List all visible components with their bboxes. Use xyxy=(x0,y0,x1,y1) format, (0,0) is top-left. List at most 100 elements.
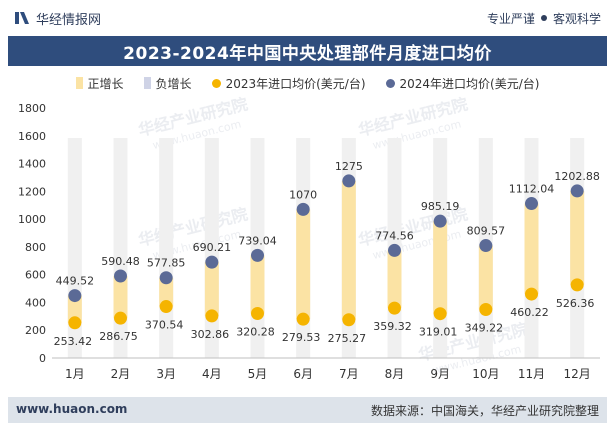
value-label-2023: 286.75 xyxy=(99,330,138,343)
y-tick-label: 1600 xyxy=(18,130,46,143)
point-2024 xyxy=(205,255,219,269)
point-2024 xyxy=(388,243,401,257)
value-label-2023: 370.54 xyxy=(145,319,184,332)
point-2024 xyxy=(159,271,173,285)
point-2023 xyxy=(251,307,264,321)
point-2023 xyxy=(114,311,127,325)
change-bar xyxy=(570,190,585,285)
legend-negative[interactable]: 负增长 xyxy=(143,75,192,92)
point-2023 xyxy=(68,316,82,330)
tag-right: 客观科学 xyxy=(552,11,601,26)
point-2023 xyxy=(479,302,493,316)
point-2023 xyxy=(296,312,310,326)
legend-2024[interactable]: 2024年进口均价(美元/台) xyxy=(385,75,540,92)
y-tick-label: 1000 xyxy=(18,213,46,226)
point-2024 xyxy=(433,214,447,228)
point-2023 xyxy=(570,278,584,292)
brand[interactable]: 华经情报网 xyxy=(14,8,101,28)
x-tick-label: 9月 xyxy=(430,367,450,381)
brand-name: 华经情报网 xyxy=(36,12,102,28)
legend-positive-swatch xyxy=(75,77,83,89)
y-tick-label: 800 xyxy=(25,241,46,254)
chart-title: 2023-2024年中国中央处理部件月度进口均价 xyxy=(123,43,492,64)
x-tick-label: 7月 xyxy=(339,367,359,381)
point-2023 xyxy=(433,307,447,321)
top-bar: 华经情报网 专业严谨 客观科学 xyxy=(0,0,615,36)
x-tick-label: 2月 xyxy=(111,367,131,381)
value-label-2024: 774.56 xyxy=(375,229,414,242)
change-bar xyxy=(524,203,539,295)
legend-2024-label: 2024年进口均价(美元/台) xyxy=(399,76,540,91)
x-tick-label: 3月 xyxy=(156,367,176,381)
x-tick-label: 8月 xyxy=(385,367,405,381)
change-bar xyxy=(204,262,219,316)
value-label-2023: 302.86 xyxy=(191,328,230,341)
x-tick-label: 5月 xyxy=(248,367,268,381)
huajing-logo-icon xyxy=(15,12,29,24)
legend-2024-swatch xyxy=(385,78,395,88)
x-tick-label: 11月 xyxy=(518,367,545,381)
change-bar xyxy=(296,209,311,320)
legend-2023[interactable]: 2023年进口均价(美元/台) xyxy=(211,75,366,92)
value-label-2023: 526.36 xyxy=(556,297,595,310)
value-label-2024: 590.48 xyxy=(101,255,140,268)
point-2024 xyxy=(114,269,127,283)
value-label-2023: 349.22 xyxy=(465,321,504,334)
chart-legend: 正增长 负增长 2023年进口均价(美元/台) 2024年进口均价(美元/台) xyxy=(0,72,615,94)
x-tick-label: 6月 xyxy=(293,367,313,381)
change-bar xyxy=(478,245,493,310)
value-label-2024: 1112.04 xyxy=(509,183,555,196)
value-label-2024: 1202.88 xyxy=(554,170,600,183)
point-2023 xyxy=(388,301,401,315)
y-tick-label: 400 xyxy=(25,296,46,309)
change-bar xyxy=(67,295,82,323)
value-label-2024: 1275 xyxy=(335,160,363,173)
point-2023 xyxy=(342,313,356,327)
legend-positive[interactable]: 正增长 xyxy=(75,75,124,92)
footer: www.huaon.com 数据来源：中国海关，华经产业研究院整理 xyxy=(8,397,607,423)
legend-2023-swatch xyxy=(211,78,221,88)
brand-tags: 专业严谨 客观科学 xyxy=(487,8,601,28)
tag-left: 专业严谨 xyxy=(486,11,535,26)
value-label-2023: 279.53 xyxy=(282,331,321,344)
point-2024 xyxy=(570,184,584,198)
change-bar xyxy=(387,250,402,309)
value-label-2024: 577.85 xyxy=(147,257,186,270)
legend-negative-swatch xyxy=(143,77,151,89)
legend-negative-label: 负增长 xyxy=(155,76,192,91)
y-tick-label: 1800 xyxy=(18,102,46,115)
y-tick-label: 0 xyxy=(39,352,46,365)
separator-dot-icon xyxy=(540,15,547,21)
value-label-2024: 809.57 xyxy=(467,225,506,238)
y-tick-label: 200 xyxy=(25,324,46,337)
footer-website[interactable]: www.huaon.com xyxy=(16,402,128,416)
legend-positive-label: 正增长 xyxy=(87,76,124,91)
point-2023 xyxy=(205,309,219,323)
point-2024 xyxy=(68,289,82,303)
value-label-2024: 449.52 xyxy=(56,275,95,288)
x-tick-label: 1月 xyxy=(65,367,85,381)
change-bar xyxy=(341,180,356,320)
point-2024 xyxy=(251,248,264,262)
value-label-2024: 739.04 xyxy=(238,234,277,247)
point-2023 xyxy=(525,287,538,301)
change-bar xyxy=(159,277,174,307)
change-bar xyxy=(113,275,128,319)
value-label-2023: 275.27 xyxy=(328,332,367,345)
x-tick-label: 12月 xyxy=(564,367,591,381)
change-bar xyxy=(433,221,448,314)
value-label-2023: 253.42 xyxy=(54,335,93,348)
column-background xyxy=(113,138,128,358)
change-bar xyxy=(250,255,265,314)
y-tick-label: 1200 xyxy=(18,185,46,198)
point-2024 xyxy=(296,202,310,216)
y-tick-label: 1400 xyxy=(18,158,46,171)
chart-title-bar: 2023-2024年中国中央处理部件月度进口均价 xyxy=(8,36,607,66)
value-label-2024: 1070 xyxy=(289,188,317,201)
point-2023 xyxy=(159,300,173,314)
legend-2023-label: 2023年进口均价(美元/台) xyxy=(225,76,366,91)
y-tick-label: 600 xyxy=(25,269,46,282)
value-label-2023: 319.01 xyxy=(419,326,458,339)
point-2024 xyxy=(342,174,356,188)
